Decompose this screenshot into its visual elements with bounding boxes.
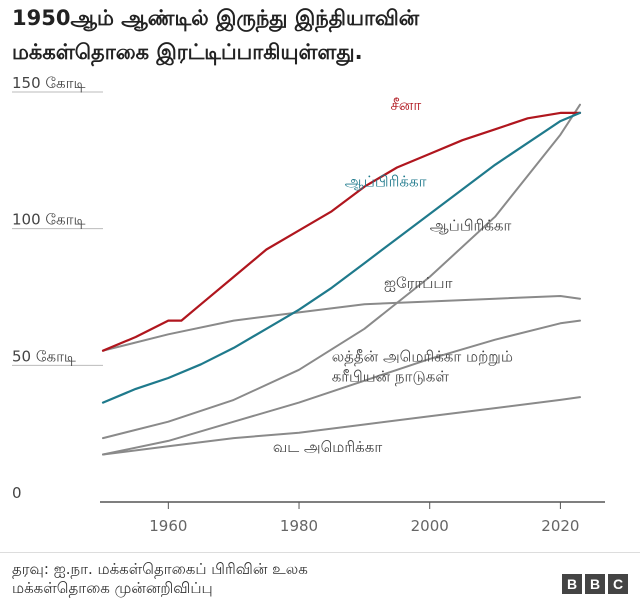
series-label: ஆப்பிரிக்கா: [345, 173, 427, 191]
logo-letter: B: [562, 574, 582, 594]
chart-title-line-1: 1950ஆம் ஆண்டில் இருந்து இந்தியாவின்: [12, 6, 420, 30]
series-label: வட அமெரிக்கா: [273, 438, 382, 456]
series-line: [102, 103, 581, 440]
series-line: [101, 111, 582, 404]
x-tick-label: 2020: [541, 517, 579, 535]
footer-divider: [0, 552, 640, 553]
series-line: [102, 396, 581, 456]
series-line: [101, 111, 582, 352]
line-chart: 0 50 கோடி 100 கோடி 150 கோடி 1960 1980 2000 2020…: [12, 74, 605, 535]
source-note: தரவு: ஐ.நா. மக்கள்தொகைப் பிரிவின் உலக மக…: [12, 560, 308, 598]
chart-title-line-2: மக்கள்தொகை இரட்டிப்பாகியுள்ளது.: [12, 40, 363, 64]
series-line: [102, 319, 581, 456]
y-tick-label: 50 கோடி: [12, 347, 76, 365]
x-tick-label: 1980: [280, 517, 318, 535]
y-tick-label: 150 கோடி: [12, 74, 85, 92]
x-tick-label: 2000: [411, 517, 449, 535]
source-line-2: மக்கள்தொகை முன்னறிவிப்பு: [12, 579, 213, 597]
series-label: ஆப்பிரிக்கா: [430, 216, 512, 234]
y-tick-label: 0: [12, 484, 22, 502]
bbc-logo: B B C: [562, 574, 628, 594]
y-tick-label: 100 கோடி: [12, 211, 85, 229]
series-line: [102, 295, 581, 352]
source-line-1: தரவு: ஐ.நா. மக்கள்தொகைப் பிரிவின் உலக: [12, 560, 308, 578]
logo-letter: C: [608, 574, 628, 594]
series-label: சீனா: [391, 96, 422, 114]
series-label: லத்தீன் அமெரிக்கா மற்றும்: [332, 348, 513, 366]
series-label: கரீபியன் நாடுகள்: [332, 368, 450, 386]
series-label: ஐரோப்பா: [384, 274, 453, 292]
x-tick-label: 1960: [149, 517, 187, 535]
logo-letter: B: [585, 574, 605, 594]
